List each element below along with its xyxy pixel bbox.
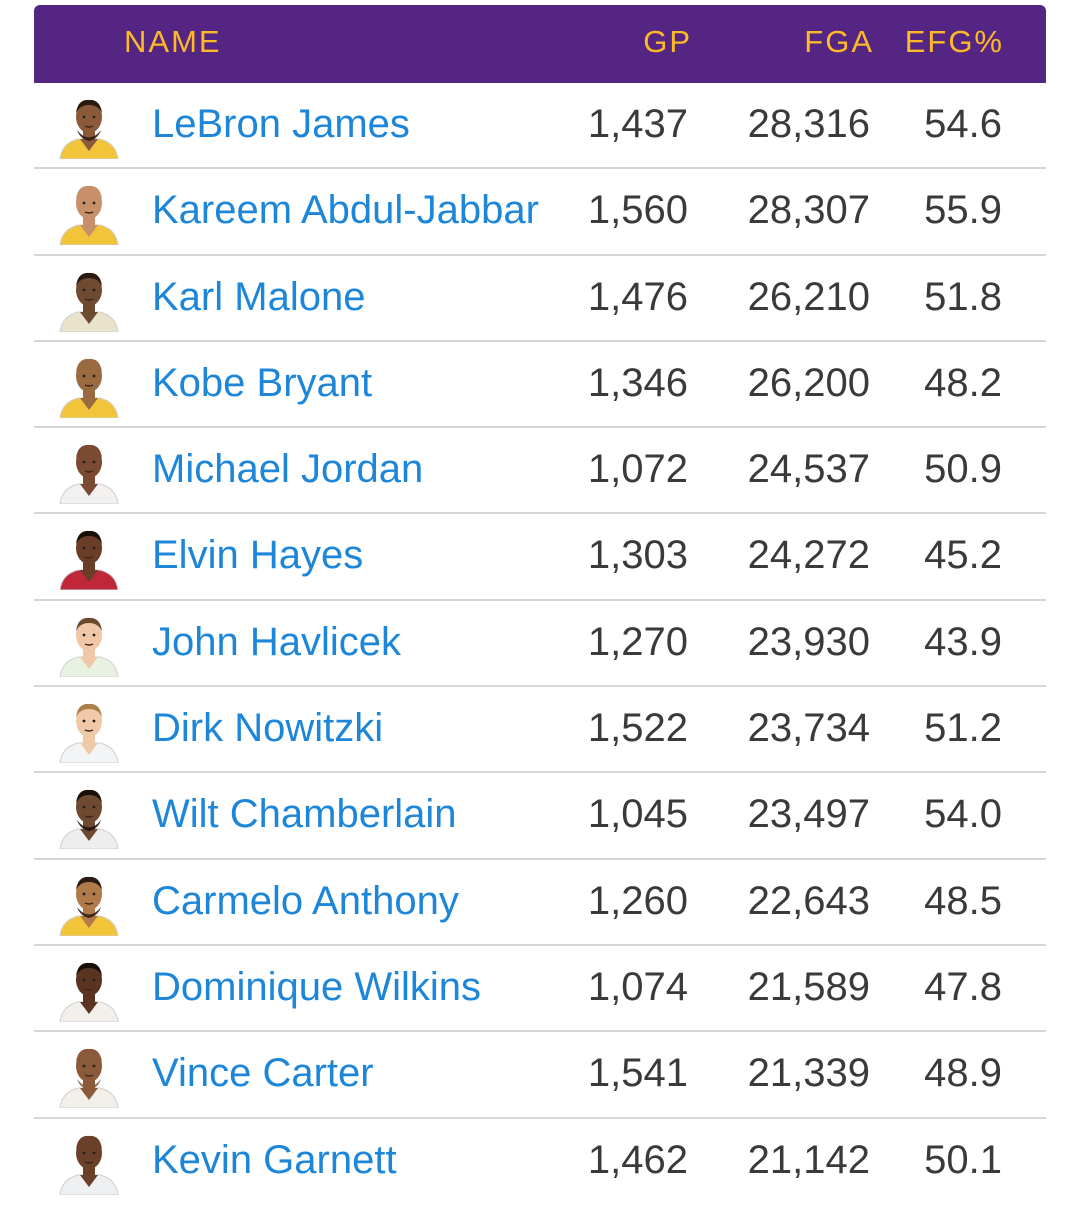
games-played-value: 1,260 <box>587 878 688 923</box>
player-avatar-icon <box>58 613 120 677</box>
effective-fg-percent-value: 50.1 <box>924 1137 1002 1182</box>
effective-fg-percent-value: 45.2 <box>924 533 1002 578</box>
player-avatar-icon <box>58 785 120 850</box>
player-avatar-icon <box>58 872 120 936</box>
effective-fg-percent-value: 50.9 <box>924 447 1002 492</box>
field-goal-attempts-value: 22,643 <box>747 878 870 923</box>
player-avatar-icon <box>58 958 120 1022</box>
table-row[interactable]: Kobe Bryant 1,346 26,200 48.2 <box>34 342 1046 429</box>
player-name-link[interactable]: LeBron James <box>152 102 410 146</box>
player-avatar-icon <box>58 1131 120 1195</box>
games-played-value: 1,437 <box>587 102 688 146</box>
field-goal-attempts-value: 28,307 <box>747 188 870 233</box>
player-name-link[interactable]: Elvin Hayes <box>152 533 364 578</box>
column-header-name[interactable]: NAME <box>124 24 222 59</box>
table-row[interactable]: Carmelo Anthony 1,260 22,643 48.5 <box>34 860 1046 947</box>
table-row[interactable]: Dominique Wilkins 1,074 21,589 47.8 <box>34 946 1046 1033</box>
player-name-link[interactable]: Kobe Bryant <box>152 360 373 405</box>
column-header-efg[interactable]: EFG% <box>904 24 1004 59</box>
player-name-link[interactable]: Karl Malone <box>152 274 366 319</box>
table-body: LeBron James 1,437 28,316 54.6 Kareem Abdul-… <box>34 83 1046 1205</box>
leaderboard-table: NAME GP FGA EFG% LeBron James 1,437 28,316… <box>34 5 1046 1205</box>
table-header: NAME GP FGA EFG% <box>34 5 1046 83</box>
table-row[interactable]: Kevin Garnett 1,462 21,142 50.1 <box>34 1119 1046 1205</box>
player-avatar-icon <box>58 699 120 764</box>
field-goal-attempts-value: 23,930 <box>747 619 870 664</box>
effective-fg-percent-value: 48.5 <box>924 878 1002 923</box>
table-row[interactable]: Michael Jordan 1,072 24,537 50.9 <box>34 428 1046 515</box>
column-header-fga[interactable]: FGA <box>804 24 874 59</box>
player-name-link[interactable]: Kareem Abdul-Jabbar <box>152 188 539 233</box>
player-name-link[interactable]: Vince Carter <box>152 1051 374 1096</box>
field-goal-attempts-value: 24,272 <box>747 533 870 578</box>
player-name-link[interactable]: Michael Jordan <box>152 447 424 492</box>
games-played-value: 1,072 <box>587 447 688 492</box>
player-name-link[interactable]: Carmelo Anthony <box>152 878 459 923</box>
field-goal-attempts-value: 24,537 <box>747 447 870 492</box>
games-played-value: 1,303 <box>587 533 688 578</box>
column-header-gp[interactable]: GP <box>643 24 692 59</box>
player-name-link[interactable]: John Havlicek <box>152 619 402 664</box>
effective-fg-percent-value: 47.8 <box>924 964 1002 1009</box>
player-name-link[interactable]: Wilt Chamberlain <box>152 792 457 837</box>
games-played-value: 1,346 <box>587 360 688 405</box>
games-played-value: 1,560 <box>587 188 688 233</box>
games-played-value: 1,270 <box>587 619 688 664</box>
field-goal-attempts-value: 26,200 <box>747 360 870 405</box>
player-avatar-icon <box>58 526 120 591</box>
effective-fg-percent-value: 55.9 <box>924 188 1002 233</box>
games-played-value: 1,476 <box>587 274 688 319</box>
field-goal-attempts-value: 23,734 <box>747 706 870 751</box>
field-goal-attempts-value: 28,316 <box>747 102 870 146</box>
effective-fg-percent-value: 54.0 <box>924 792 1002 837</box>
player-avatar-icon <box>58 95 120 159</box>
table-row[interactable]: Karl Malone 1,476 26,210 51.8 <box>34 256 1046 343</box>
table-row[interactable]: LeBron James 1,437 28,316 54.6 <box>34 83 1046 170</box>
table-row[interactable]: John Havlicek 1,270 23,930 43.9 <box>34 601 1046 688</box>
field-goal-attempts-value: 21,589 <box>747 964 870 1009</box>
effective-fg-percent-value: 51.8 <box>924 274 1002 319</box>
games-played-value: 1,045 <box>587 792 688 837</box>
effective-fg-percent-value: 54.6 <box>924 102 1002 146</box>
field-goal-attempts-value: 21,339 <box>747 1051 870 1096</box>
player-avatar-icon <box>58 181 120 246</box>
player-avatar-icon <box>58 440 120 505</box>
games-played-value: 1,462 <box>587 1137 688 1182</box>
effective-fg-percent-value: 51.2 <box>924 706 1002 751</box>
table-row[interactable]: Vince Carter 1,541 21,339 48.9 <box>34 1032 1046 1119</box>
field-goal-attempts-value: 21,142 <box>747 1137 870 1182</box>
table-row[interactable]: Wilt Chamberlain 1,045 23,497 54.0 <box>34 773 1046 860</box>
games-played-value: 1,522 <box>587 706 688 751</box>
games-played-value: 1,541 <box>587 1051 688 1096</box>
effective-fg-percent-value: 48.2 <box>924 360 1002 405</box>
player-avatar-icon <box>58 354 120 418</box>
player-avatar-icon <box>58 268 120 332</box>
effective-fg-percent-value: 43.9 <box>924 619 1002 664</box>
player-avatar-icon <box>58 1044 120 1109</box>
player-name-link[interactable]: Kevin Garnett <box>152 1137 397 1182</box>
table-row[interactable]: Elvin Hayes 1,303 24,272 45.2 <box>34 514 1046 602</box>
player-name-link[interactable]: Dominique Wilkins <box>152 964 481 1009</box>
table-row[interactable]: Kareem Abdul-Jabbar 1,560 28,307 55.9 <box>34 169 1046 256</box>
field-goal-attempts-value: 26,210 <box>747 274 870 319</box>
player-name-link[interactable]: Dirk Nowitzki <box>152 706 384 751</box>
effective-fg-percent-value: 48.9 <box>924 1051 1002 1096</box>
field-goal-attempts-value: 23,497 <box>747 792 870 837</box>
table-row[interactable]: Dirk Nowitzki 1,522 23,734 51.2 <box>34 687 1046 774</box>
games-played-value: 1,074 <box>587 964 688 1009</box>
